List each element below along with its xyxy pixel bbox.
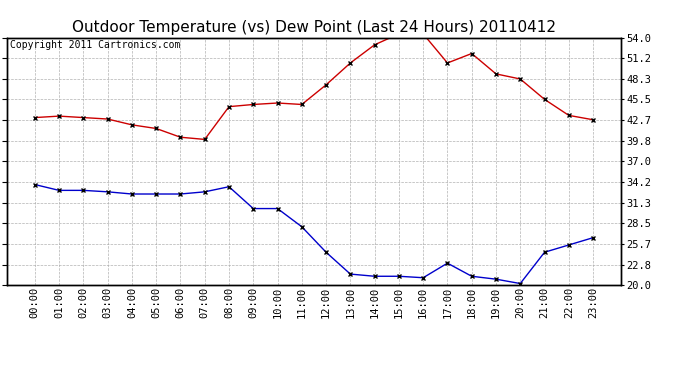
Text: Copyright 2011 Cartronics.com: Copyright 2011 Cartronics.com <box>10 40 180 50</box>
Title: Outdoor Temperature (vs) Dew Point (Last 24 Hours) 20110412: Outdoor Temperature (vs) Dew Point (Last… <box>72 20 556 35</box>
